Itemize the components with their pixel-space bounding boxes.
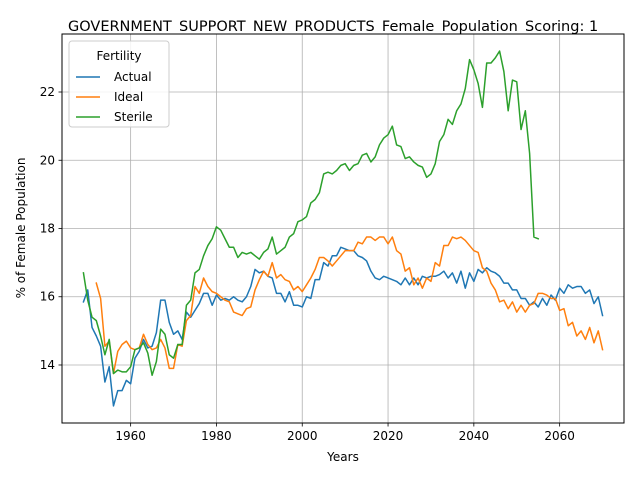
series-layer [82, 50, 604, 407]
x-tick-label: 1980 [201, 429, 232, 443]
x-tick-label: 1960 [115, 429, 146, 443]
legend-box [68, 40, 170, 128]
x-tick-label: 2040 [459, 429, 490, 443]
y-tick-label: 20 [40, 153, 55, 167]
legend-title: Fertility [96, 49, 141, 63]
x-tick-label: 2020 [373, 429, 404, 443]
x-axis: 1960 1980 2000 2020 2040 2060 [115, 423, 575, 443]
x-tick-label: 2000 [287, 429, 318, 443]
x-tick-label: 2060 [544, 429, 575, 443]
y-tick-label: 22 [40, 85, 55, 99]
legend-label-ideal: Ideal [114, 90, 143, 104]
chart-title: GOVERNMENT_SUPPORT_NEW_PRODUCTS_Female_P… [68, 19, 598, 35]
y-axis-label: % of Female Population [14, 158, 28, 299]
y-axis: 14 16 18 20 22 [40, 85, 62, 372]
series-line-sterile [82, 50, 540, 376]
series-line-ideal [95, 236, 604, 375]
legend-label-sterile: Sterile [114, 110, 153, 124]
legend: Fertility Actual Ideal Sterile [68, 40, 170, 128]
y-tick-label: 14 [40, 358, 55, 372]
x-axis-label: Years [326, 450, 359, 464]
series-line-actual [82, 246, 604, 407]
legend-label-actual: Actual [114, 70, 152, 84]
grid [62, 34, 624, 423]
y-tick-label: 18 [40, 222, 55, 236]
y-tick-label: 16 [40, 290, 55, 304]
